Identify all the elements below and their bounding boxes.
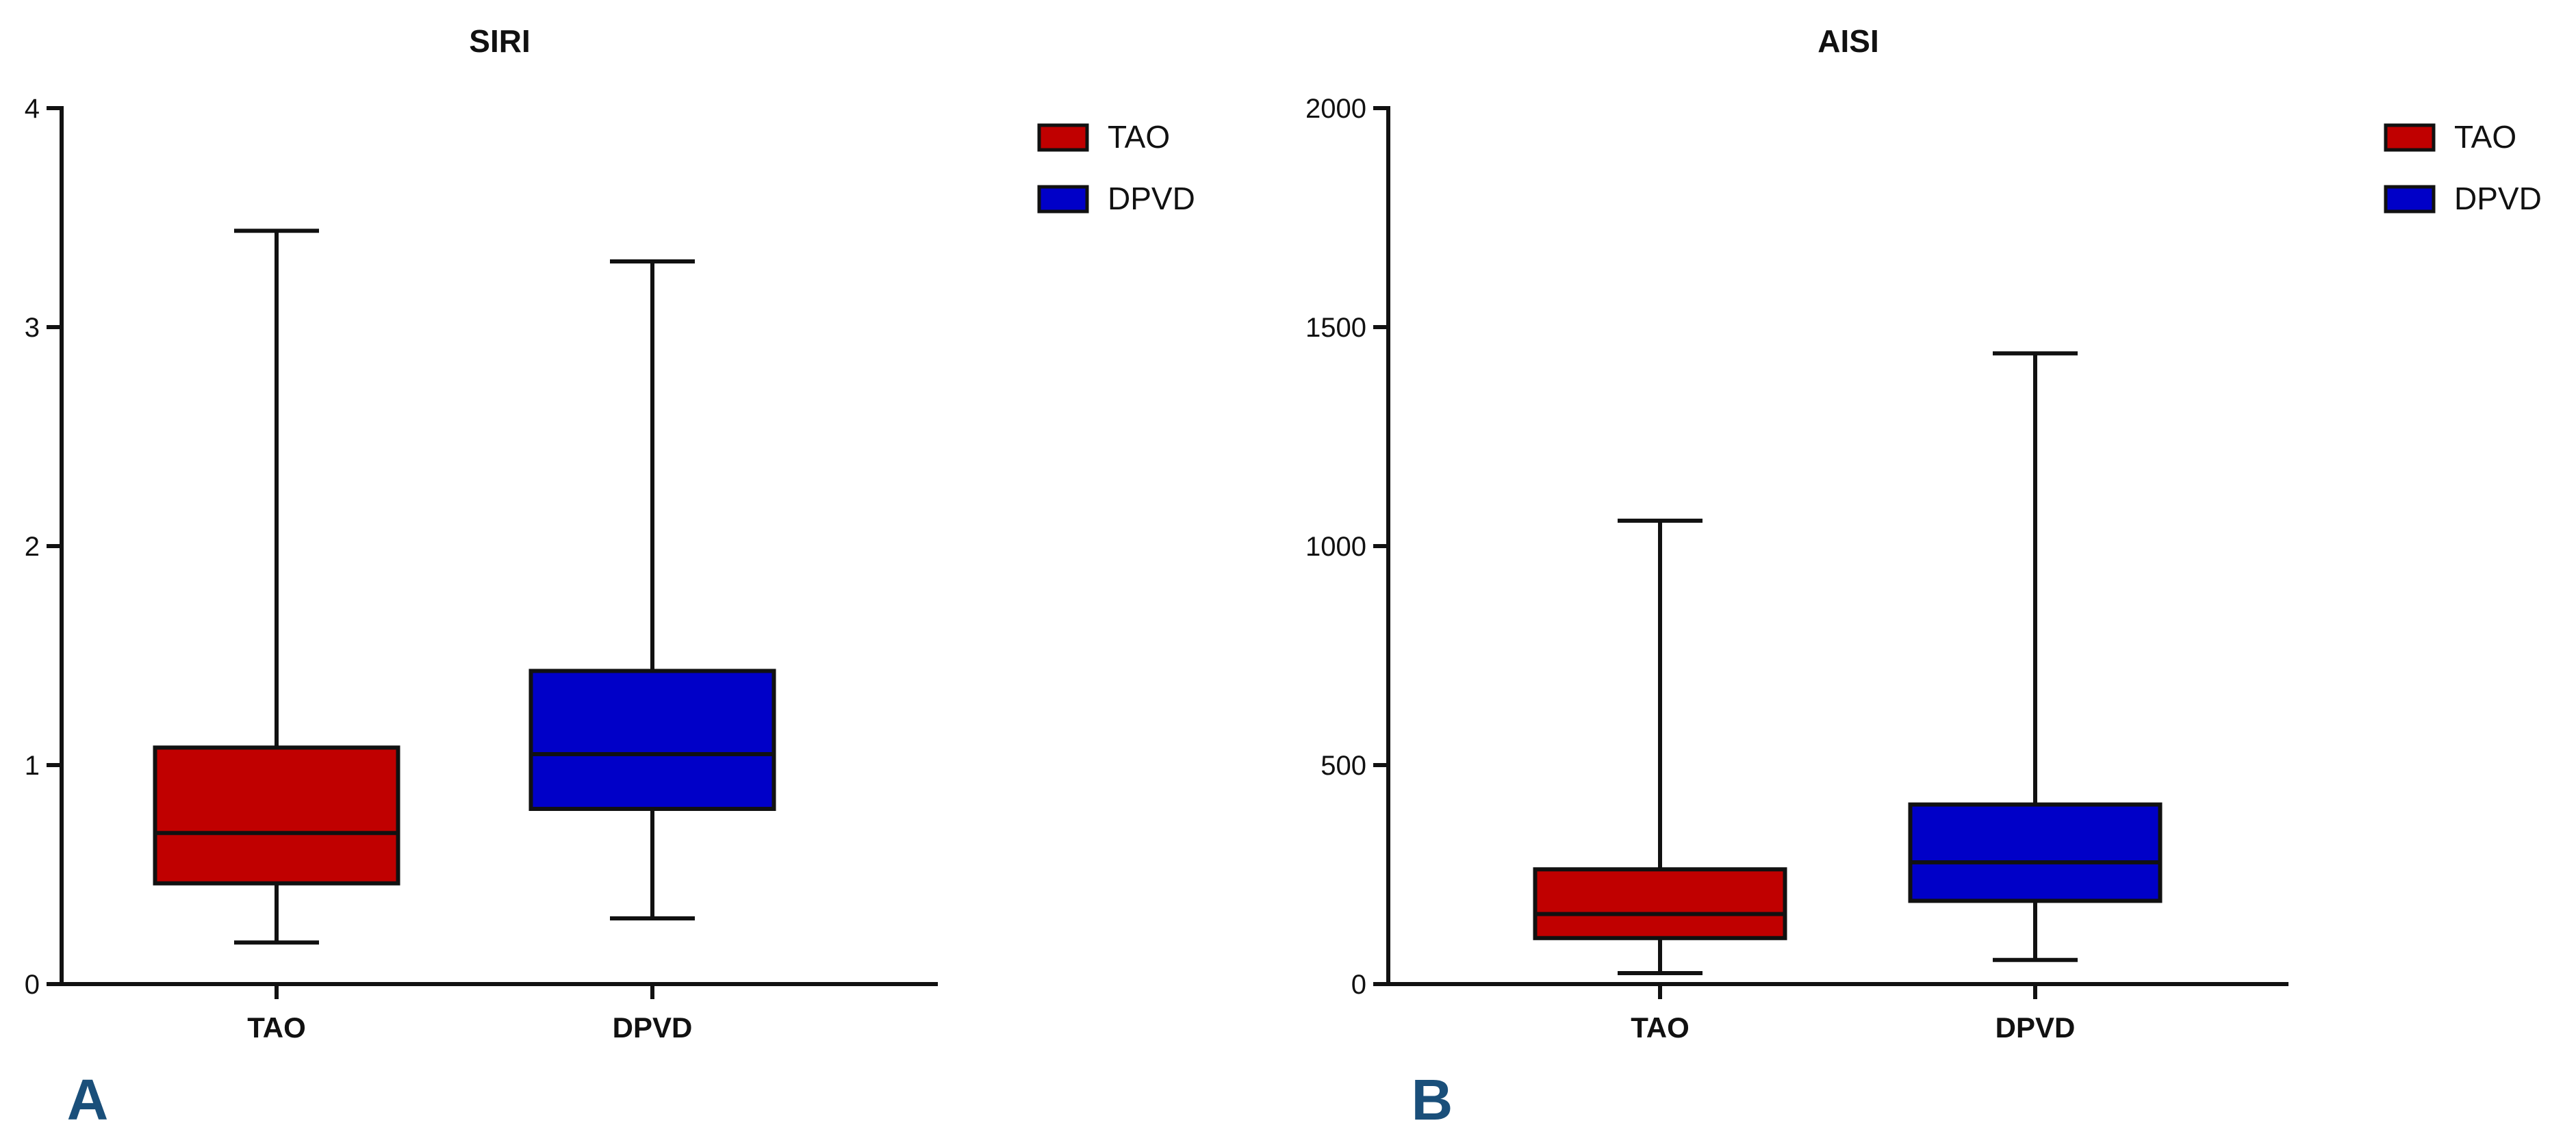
aisi-category-label-dpvd: DPVD <box>1995 1011 2076 1044</box>
siri-box-dpvd <box>528 669 776 812</box>
aisi-y-tick-label: 0 <box>1351 970 1366 1000</box>
aisi-y-tick-label: 500 <box>1321 751 1366 781</box>
aisi-y-tick-label: 1500 <box>1305 313 1366 343</box>
siri-category-label-dpvd: DPVD <box>613 1011 693 1044</box>
siri-y-tick-label: 3 <box>25 313 40 343</box>
aisi-legend-swatch-tao <box>2384 123 2436 152</box>
siri-box-tao <box>153 745 400 886</box>
siri-legend-swatch-tao <box>1037 123 1089 152</box>
aisi-legend-label-tao: TAO <box>2454 119 2516 155</box>
siri-y-tick-label: 4 <box>25 94 40 124</box>
panel-b: AISI 0 500 1000 1500 2000 TAO DPVD TAO DPVD B <box>1305 23 2542 1132</box>
panel-letter-a: A <box>67 1068 109 1132</box>
siri-y-tick-label: 2 <box>25 532 40 562</box>
panel-a: SIRI 0 1 2 3 4 TAO DPVD TAO DPVD A <box>25 23 1195 1132</box>
panel-letter-b: B <box>1412 1068 1453 1132</box>
siri-title: SIRI <box>469 23 530 59</box>
siri-y-tick-label: 0 <box>25 970 40 1000</box>
aisi-legend-swatch-dpvd <box>2384 185 2436 214</box>
aisi-box-tao <box>1533 867 1787 940</box>
siri-category-label-tao: TAO <box>247 1011 306 1044</box>
aisi-title: AISI <box>1818 23 1878 59</box>
aisi-y-tick-label: 1000 <box>1305 532 1366 562</box>
siri-legend-label-tao: TAO <box>1108 119 1170 155</box>
aisi-box-dpvd <box>1908 802 2163 903</box>
siri-legend-swatch-dpvd <box>1037 185 1089 214</box>
siri-legend-label-dpvd: DPVD <box>1108 181 1195 216</box>
aisi-legend-label-dpvd: DPVD <box>2454 181 2542 216</box>
aisi-y-tick-label: 2000 <box>1305 94 1366 124</box>
siri-y-tick-label: 1 <box>25 751 40 781</box>
aisi-category-label-tao: TAO <box>1631 1011 1689 1044</box>
